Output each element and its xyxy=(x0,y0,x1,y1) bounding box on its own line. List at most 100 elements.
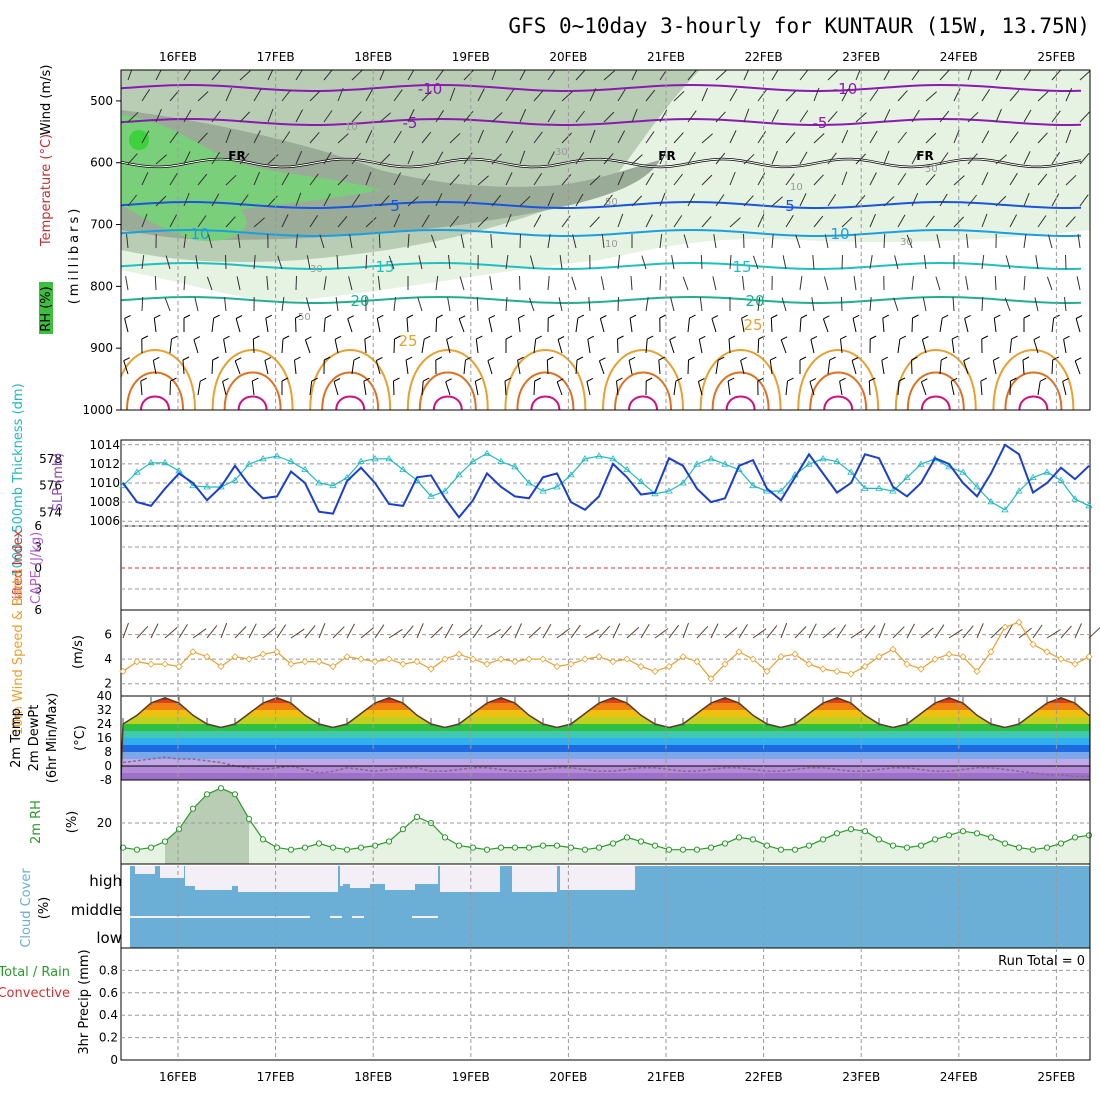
wind-barb xyxy=(435,110,445,123)
wind-barb-10m xyxy=(290,628,305,639)
wind-barb xyxy=(347,318,353,333)
thickness-marker xyxy=(665,487,673,494)
rh-area xyxy=(123,788,1089,864)
wind-barb xyxy=(234,360,241,375)
wind-barb xyxy=(617,296,619,312)
wind-barb xyxy=(911,359,913,375)
wind-barb-10m xyxy=(220,622,228,639)
wind-barb xyxy=(645,89,656,102)
wind-barb xyxy=(631,70,638,81)
thickness-marker xyxy=(819,455,827,462)
wind-barb-10m xyxy=(444,623,454,639)
wind-barb xyxy=(812,255,815,270)
wind-barb-10m xyxy=(752,628,767,639)
wind-barb xyxy=(476,296,479,312)
date-label-bottom: 22FEB xyxy=(745,1070,783,1084)
wind-barb xyxy=(728,338,731,354)
wind-speed-marker xyxy=(287,660,295,668)
wind-barb xyxy=(349,234,353,249)
wind-barb-10m xyxy=(920,627,934,639)
wind-barb-10m xyxy=(570,624,581,639)
wind-barb-flag xyxy=(912,314,919,319)
wind-barb-10m xyxy=(458,627,472,639)
precip-tick: 0.2 xyxy=(99,1031,118,1045)
wind-barb xyxy=(505,89,515,102)
wind-barb xyxy=(491,194,502,207)
wind-barb xyxy=(993,318,997,333)
wind-barb xyxy=(365,254,368,270)
slp-tick: 1014 xyxy=(89,438,120,452)
wind-barb xyxy=(505,255,509,270)
wind-barb-flag xyxy=(921,378,928,383)
wind-barb-10m xyxy=(416,623,424,639)
wind-barb xyxy=(393,89,403,102)
wind-speed-marker xyxy=(805,660,813,668)
thickness-marker xyxy=(553,483,561,490)
wind-barb-10m xyxy=(808,623,817,639)
temperature-label: Temperature (°C) xyxy=(39,134,54,247)
contour-25 xyxy=(309,349,392,410)
cloud-gap xyxy=(195,866,232,890)
wind-barb xyxy=(925,215,935,228)
wind-barb xyxy=(1065,174,1077,186)
wind-barb xyxy=(939,70,950,81)
rh-marker xyxy=(987,834,995,841)
contour-35 xyxy=(237,395,268,410)
wind-barb xyxy=(809,381,815,396)
wind-barb xyxy=(267,70,274,81)
wind-barb xyxy=(505,213,512,228)
wind-speed-marker xyxy=(1001,623,1009,631)
wind-barb xyxy=(897,131,907,144)
slp-tick: 1010 xyxy=(89,476,120,490)
wind-barb xyxy=(393,213,401,228)
wind-barb-flag xyxy=(123,357,130,362)
wind-barb xyxy=(155,108,162,123)
wind-barb xyxy=(546,359,549,375)
wind-barb xyxy=(1092,381,1094,395)
rh-marker xyxy=(651,842,659,849)
contour-35 xyxy=(1018,395,1049,410)
wind-barb xyxy=(617,213,624,228)
wind-speed-marker xyxy=(483,660,491,668)
precip-conv-label: Convective xyxy=(0,986,70,1001)
wind-barb-flag xyxy=(1023,314,1031,319)
wind-barb-flag xyxy=(1039,377,1047,382)
wind-barb xyxy=(617,171,625,186)
wind-barb xyxy=(939,110,950,123)
wind-barb-10m xyxy=(248,623,257,639)
wind-speed-marker xyxy=(791,650,799,658)
wind-barb-flag xyxy=(213,314,220,319)
wind-barb xyxy=(267,154,279,165)
rh-marker xyxy=(511,844,519,851)
wind-barb xyxy=(953,129,960,144)
wind-barb xyxy=(489,276,493,291)
wind-barb xyxy=(529,255,535,270)
wind-barb xyxy=(1075,318,1081,333)
wind-barb xyxy=(743,233,745,249)
wind-barb xyxy=(183,234,187,249)
contour-label: 10 xyxy=(190,225,209,243)
wind-barb xyxy=(351,360,355,375)
wind-barb xyxy=(617,88,626,102)
wind-barb xyxy=(785,173,795,186)
wind-barb-flag xyxy=(940,356,948,361)
precip-tick: 0.4 xyxy=(99,1008,118,1022)
date-label-top: 20FEB xyxy=(549,50,587,64)
wind-barb-10m xyxy=(822,627,836,639)
rh-marker xyxy=(1085,832,1093,839)
rh-2m-label: 2m RH xyxy=(29,800,44,844)
contour-30 xyxy=(126,371,184,410)
wind-barb xyxy=(645,297,649,312)
wind-barb xyxy=(236,276,241,291)
wind-barb-10m xyxy=(1088,627,1100,639)
wind-speed-marker xyxy=(371,658,379,666)
wind-barb xyxy=(295,275,297,291)
temp-tick: 24 xyxy=(97,717,112,731)
wind-barb-flag xyxy=(851,357,859,361)
wind-barb xyxy=(964,318,969,333)
thickness-marker xyxy=(217,483,225,490)
wind-barb xyxy=(1047,234,1053,249)
precip-total-label: Total / Rain xyxy=(0,965,70,980)
wind-barb xyxy=(518,318,521,333)
wind-barb xyxy=(126,234,129,249)
